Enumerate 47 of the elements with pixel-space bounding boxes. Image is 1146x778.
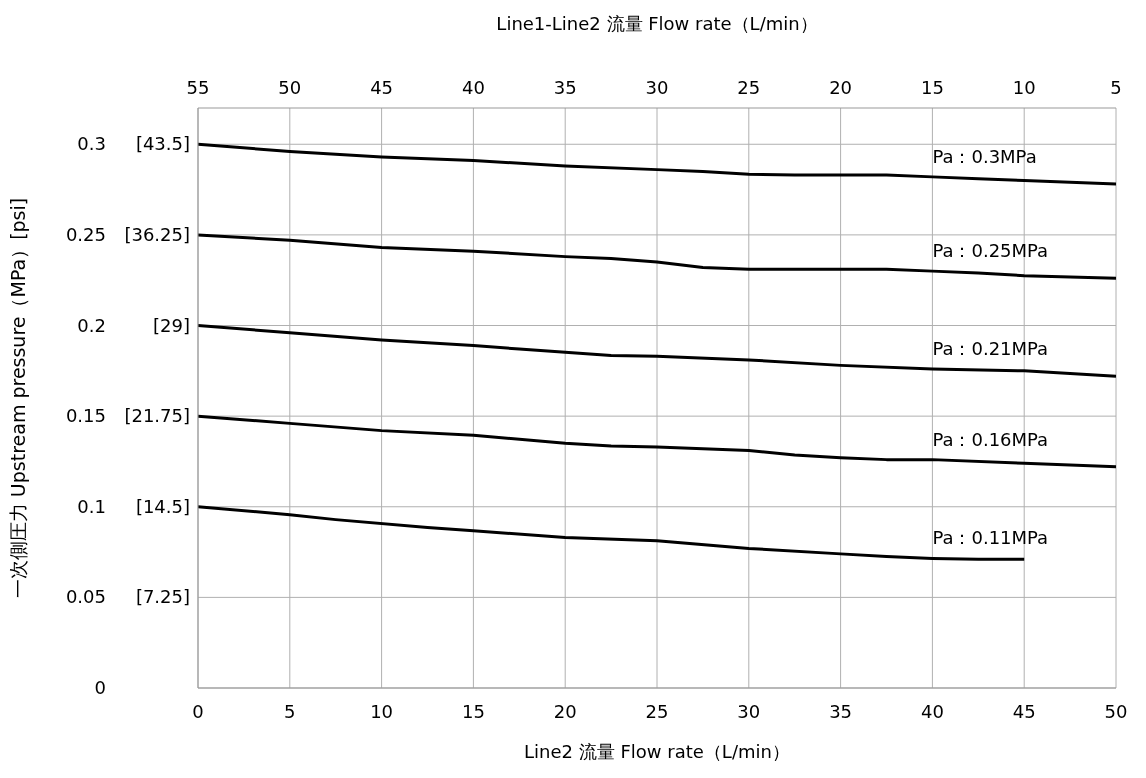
series-label: Pa：0.21MPa — [932, 338, 1049, 359]
y-axis-title: 一次側圧力 Upstream pressure（MPa）[psi] — [6, 197, 29, 599]
y-tick-label: 0.2 — [77, 314, 106, 336]
x2-tick-label: 55 — [186, 77, 210, 98]
y2-tick-label: [14.5] — [135, 495, 190, 517]
x2-tick-label: 40 — [461, 77, 485, 98]
x2-tick-label: 30 — [645, 77, 669, 98]
line-series — [198, 142, 1116, 186]
x-tick-label: 0 — [192, 701, 204, 722]
x-tick-label: 45 — [1012, 701, 1036, 722]
x-tick-label: 20 — [553, 701, 577, 722]
line-series — [198, 233, 1116, 280]
x2-tick-label: 10 — [1012, 77, 1036, 98]
series-label: Pa：0.11MPa — [932, 527, 1049, 549]
x-tick-label: 10 — [370, 701, 394, 722]
x-tick-label: 35 — [829, 701, 853, 722]
y-tick-label: 0.1 — [77, 495, 106, 517]
y-tick-label: 0.05 — [65, 586, 106, 608]
y2-tick-label: [43.5] — [135, 133, 190, 155]
y2-tick-label: [29] — [153, 314, 190, 336]
line-series — [198, 324, 1116, 378]
y-tick-label: 0.25 — [65, 223, 106, 245]
x2-tick-label: 50 — [278, 77, 302, 98]
x2-tick-label: 25 — [737, 77, 761, 98]
x2-tick-label: 45 — [370, 77, 394, 98]
y-tick-label: 0.15 — [65, 405, 106, 427]
y2-tick-label: [21.75] — [124, 405, 190, 427]
x-tick-label: 5 — [284, 701, 296, 722]
x2-tick-label: 20 — [829, 77, 853, 98]
y-tick-label: 0.3 — [77, 133, 106, 155]
series-label: Pa：0.25MPa — [932, 240, 1049, 262]
x2-tick-label: 5 — [1110, 77, 1122, 98]
y2-tick-label: [7.25] — [135, 586, 190, 608]
y-tick-label: 0 — [94, 677, 106, 698]
x2-axis-title: Line1-Line2 流量 Flow rate（L/min） — [496, 13, 818, 34]
x-tick-label: 25 — [645, 701, 669, 722]
x-axis-title: Line2 流量 Flow rate（L/min） — [524, 741, 790, 762]
x-tick-label: 30 — [737, 701, 761, 722]
x2-tick-label: 15 — [920, 77, 944, 98]
x2-tick-label: 35 — [553, 77, 577, 98]
series-label: Pa：0.16MPa — [932, 428, 1049, 450]
x-tick-label: 50 — [1104, 701, 1128, 722]
y2-tick-label: [36.25] — [124, 223, 190, 245]
series-label: Pa：0.3MPa — [932, 145, 1037, 167]
x-tick-label: 15 — [461, 701, 485, 722]
x-tick-label: 40 — [920, 701, 944, 722]
line-series — [198, 414, 1116, 469]
